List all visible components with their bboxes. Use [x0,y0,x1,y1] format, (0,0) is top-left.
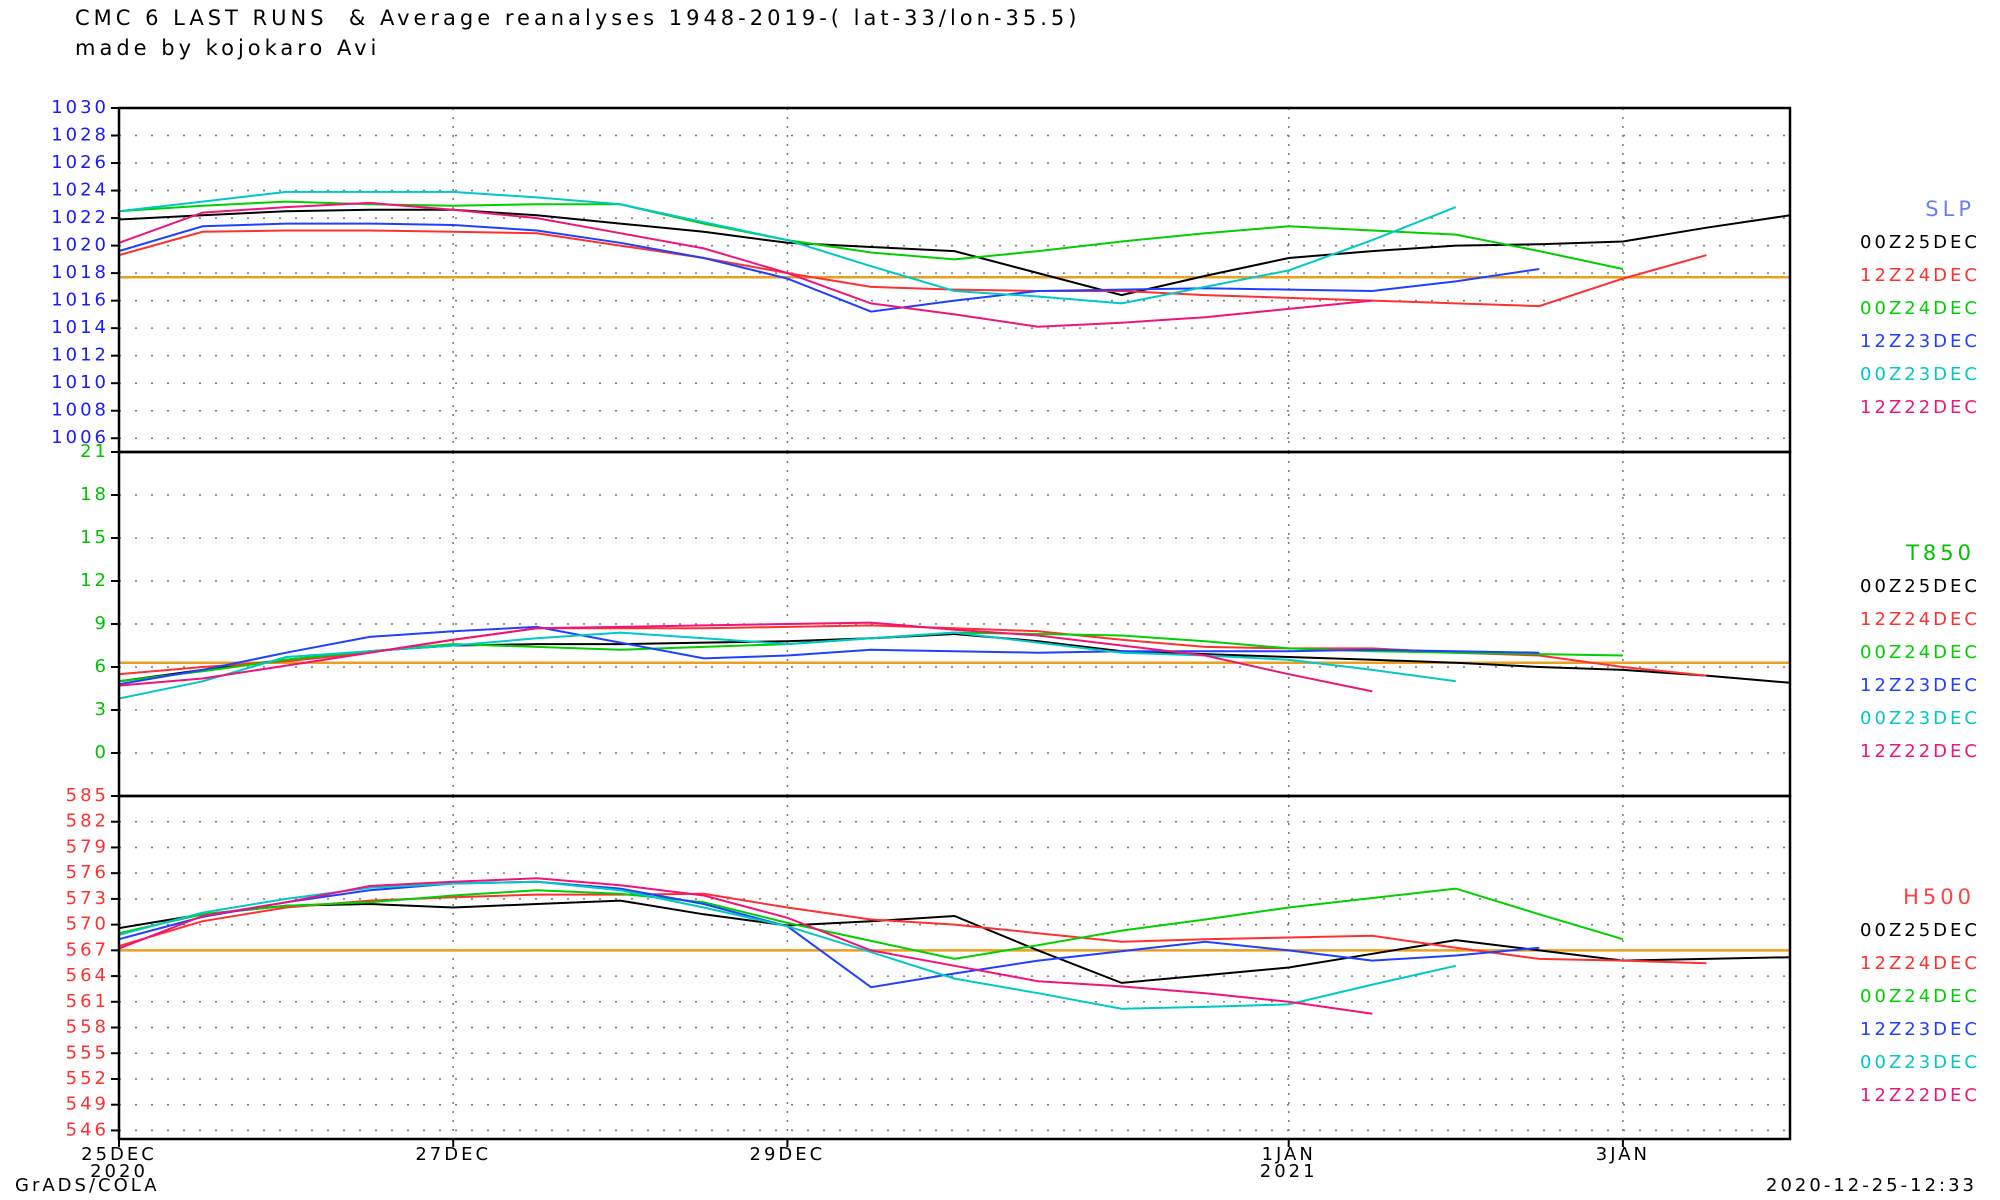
series-line [118,899,1791,984]
series-line [118,229,1707,308]
x-tick-label: 1JAN [1262,1144,1316,1165]
y-tick-label: 15 [80,527,109,548]
y-tick-label: 561 [66,991,109,1012]
y-tick-label: 21 [80,441,109,462]
series-line [118,208,1791,297]
series-line [118,877,1373,1015]
series-line [118,631,1456,700]
y-tick-label: 1014 [51,317,109,338]
chart-subtitle: made by kojokaro Avi [75,36,380,60]
y-tick-label: 546 [66,1119,109,1140]
y-tick-label: 3 [95,699,109,720]
panel-frame [117,450,1792,798]
legend-entry: 12Z22DEC [1860,741,1980,762]
legend-entry: 00Z24DEC [1860,642,1980,663]
y-tick-label: 0 [95,742,109,763]
y-tick-label: 1028 [51,125,109,146]
legend-entry: 12Z22DEC [1860,397,1980,418]
x-tick-label: 29DEC [750,1144,826,1165]
y-tick-label: 12 [80,570,109,591]
y-tick-label: 1008 [51,400,109,421]
legend-entry: 00Z25DEC [1860,576,1980,597]
legend-entry: 00Z23DEC [1860,364,1980,385]
series-line [118,632,1791,684]
y-tick-label: 564 [66,965,109,986]
x-tick-label: 3JAN [1596,1144,1650,1165]
footer-right: 2020-12-25-12:33 [1766,1175,1977,1196]
legend-entry: 00Z25DEC [1860,920,1980,941]
y-tick-label: 579 [66,836,109,857]
series-line [118,222,1540,313]
legend-entry: 12Z24DEC [1860,265,1980,286]
y-tick-label: 576 [66,862,109,883]
y-tick-label: 567 [66,939,109,960]
legend-entry: 12Z23DEC [1860,1019,1980,1040]
footer-left: GrADS/COLA [15,1175,160,1196]
series-line [118,625,1540,686]
y-tick-label: 1024 [51,180,109,201]
legend-entry: 12Z24DEC [1860,953,1980,974]
y-tick-label: 1022 [51,207,109,228]
series-line [118,201,1373,328]
y-tick-label: 1030 [51,97,109,118]
panel-frame [117,794,1792,1141]
y-tick-label: 570 [66,914,109,935]
legend-entry: 00Z24DEC [1860,986,1980,1007]
y-tick-label: 1026 [51,152,109,173]
x-tick-label: 25DEC [81,1144,157,1165]
x-tick-label: 27DEC [415,1144,491,1165]
y-tick-label: 6 [95,656,109,677]
y-tick-label: 552 [66,1068,109,1089]
y-tick-label: 555 [66,1042,109,1063]
x-tick-sublabel: 2020 [90,1161,148,1182]
y-tick-label: 558 [66,1017,109,1038]
series-line [118,200,1624,270]
y-tick-label: 1018 [51,262,109,283]
legend-entry: 00Z23DEC [1860,1052,1980,1073]
legend-entry: 00Z24DEC [1860,298,1980,319]
legend-entry: 12Z22DEC [1860,1085,1980,1106]
series-line [118,621,1373,693]
y-tick-label: 9 [95,613,109,634]
panel-label: T850 [1905,541,1975,565]
y-tick-label: 1012 [51,345,109,366]
y-tick-label: 585 [66,785,109,806]
series-line [118,880,1457,1010]
legend-entry: 12Z24DEC [1860,609,1980,630]
y-tick-label: 1006 [51,427,109,448]
legend-entry: 00Z25DEC [1860,232,1980,253]
series-line [118,190,1457,305]
legend-entry: 12Z23DEC [1860,675,1980,696]
panel-label: H500 [1903,885,1975,909]
y-tick-label: 573 [66,888,109,909]
legend-entry: 12Z23DEC [1860,331,1980,352]
panel-frame [117,106,1792,454]
y-tick-label: 582 [66,811,109,832]
y-tick-label: 549 [66,1094,109,1115]
y-tick-label: 1020 [51,235,109,256]
x-tick-sublabel: 2021 [1260,1161,1318,1182]
y-tick-label: 1010 [51,372,109,393]
series-line [118,892,1707,965]
panel-label: SLP [1925,197,1975,221]
series-line [118,887,1624,960]
chart-title: CMC 6 LAST RUNS & Average reanalyses 194… [75,6,1080,30]
series-line [118,880,1540,989]
legend-entry: 00Z23DEC [1860,708,1980,729]
y-tick-label: 18 [80,484,109,505]
y-tick-label: 1016 [51,290,109,311]
